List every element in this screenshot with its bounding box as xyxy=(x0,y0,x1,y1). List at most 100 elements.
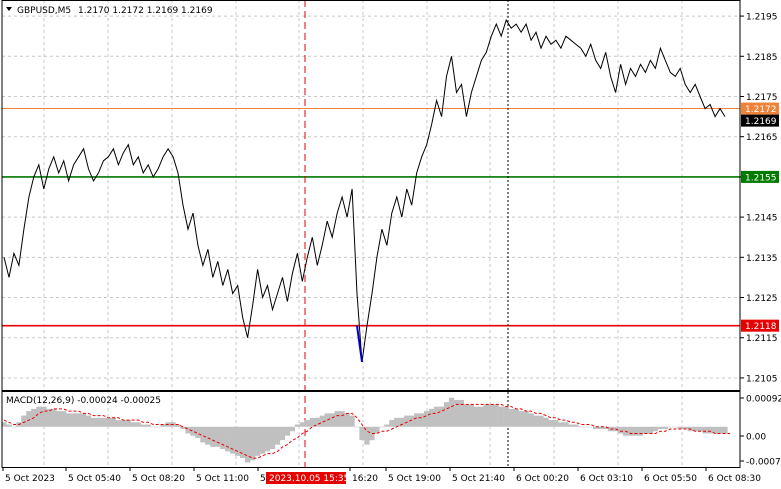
macd-bar-143 xyxy=(712,426,718,434)
macd-bar-42 xyxy=(210,426,216,447)
y-tick-label-2: 1.2175 xyxy=(746,93,778,103)
macd-bar-128 xyxy=(637,426,644,436)
chart-header: GBPUSD,M5 1.2170 1.2172 1.2169 1.2169 xyxy=(6,6,213,16)
macd-bar-135 xyxy=(672,426,678,428)
macd-bar-136 xyxy=(677,426,683,429)
macd-y-tick-label-1: 0.00 xyxy=(746,433,766,443)
macd-bar-15 xyxy=(75,413,82,427)
macd-bar-139 xyxy=(692,426,698,432)
y-tick-label-6: 1.2135 xyxy=(746,254,778,264)
macd-bar-7 xyxy=(36,406,42,427)
macd-bar-120 xyxy=(598,426,604,429)
macd-label: MACD(12,26,9) -0.00024 -0.00025 xyxy=(6,396,161,406)
macd-bar-41 xyxy=(205,426,211,445)
macd-bar-13 xyxy=(66,413,72,427)
macd-bar-93 xyxy=(463,404,470,427)
macd-bar-30 xyxy=(150,426,156,428)
macd-bar-67 xyxy=(334,411,340,427)
macd-bar-28 xyxy=(140,424,146,427)
macd-bar-134 xyxy=(667,426,673,428)
macd-bar-105 xyxy=(523,411,529,427)
macd-bar-145 xyxy=(722,426,728,434)
macd-bar-54 xyxy=(269,426,276,450)
macd-bar-87 xyxy=(433,406,440,427)
macd-bar-4 xyxy=(21,415,27,427)
macd-bar-56 xyxy=(279,426,286,441)
y-tick-label-5: 1.2145 xyxy=(746,214,778,224)
x-tick-label-5: 16:20 xyxy=(352,474,378,484)
macd-bar-32 xyxy=(160,424,166,427)
macd-bar-24 xyxy=(120,420,126,427)
macd-bar-22 xyxy=(110,417,117,427)
macd-bar-21 xyxy=(105,417,112,427)
y-tick-label-3: 1.2165 xyxy=(746,133,778,143)
macd-bar-79 xyxy=(394,417,400,427)
macd-bar-83 xyxy=(414,413,420,427)
level-tag-label-3: 1.2169 xyxy=(745,117,777,127)
macd-bar-71 xyxy=(354,426,360,428)
macd-bar-73 xyxy=(364,426,370,445)
macd-bar-61 xyxy=(304,420,310,427)
macd-bar-113 xyxy=(563,422,569,427)
macd-y-tick-label-0: 0.00092 xyxy=(746,395,781,405)
symbol-label: GBPUSD,M5 xyxy=(17,6,71,16)
price-panel-frame xyxy=(1,0,741,391)
price-line xyxy=(3,18,726,362)
macd-bar-0 xyxy=(1,422,7,427)
macd-bar-126 xyxy=(627,426,634,436)
macd-bar-97 xyxy=(483,404,489,427)
macd-bar-99 xyxy=(493,404,499,427)
macd-bar-27 xyxy=(135,422,141,427)
x-tick-label-8: 6 Oct 00:20 xyxy=(516,474,569,484)
crosshair xyxy=(304,0,509,467)
macd-bar-53 xyxy=(264,426,271,452)
macd-bar-40 xyxy=(200,426,206,443)
macd-indicator xyxy=(1,397,730,463)
macd-bar-5 xyxy=(26,411,32,427)
macd-bar-82 xyxy=(409,415,415,427)
macd-bar-49 xyxy=(245,426,251,463)
x-tick-label-7: 5 Oct 21:40 xyxy=(452,474,505,484)
macd-bar-26 xyxy=(130,422,136,427)
y-tick-label-7: 1.2125 xyxy=(746,294,778,304)
macd-bar-64 xyxy=(319,415,325,427)
macd-bar-25 xyxy=(125,420,131,427)
dropdown-triangle-icon[interactable] xyxy=(6,7,12,11)
x-tick-label-3: 5 Oct 11:00 xyxy=(196,474,249,484)
macd-bar-80 xyxy=(399,417,405,427)
macd-bar-51 xyxy=(254,426,261,456)
macd-panel-frame xyxy=(1,391,741,468)
macd-bar-43 xyxy=(215,426,221,447)
macd-bar-89 xyxy=(443,402,450,427)
macd-bar-60 xyxy=(299,422,305,427)
macd-bar-107 xyxy=(533,415,539,427)
macd-bar-63 xyxy=(314,417,320,427)
macd-bar-17 xyxy=(85,415,92,427)
x-tick-label-4: 5 xyxy=(260,474,266,484)
macd-bar-62 xyxy=(309,417,315,427)
macd-bar-100 xyxy=(498,406,504,427)
macd-bar-106 xyxy=(528,413,534,427)
macd-bar-16 xyxy=(80,413,87,427)
crosshair-time-label: 2023.10.05 15:35 xyxy=(269,474,349,484)
macd-bar-2 xyxy=(11,426,17,428)
macd-bar-50 xyxy=(249,426,256,461)
x-tick-label-9: 6 Oct 03:10 xyxy=(580,474,633,484)
macd-bar-75 xyxy=(374,426,380,434)
macd-bar-85 xyxy=(424,411,430,427)
macd-bar-103 xyxy=(513,408,519,427)
macd-bar-74 xyxy=(369,426,375,441)
ohlc-values: 1.2170 1.2172 1.2169 1.2169 xyxy=(78,6,213,16)
macd-bar-96 xyxy=(478,406,484,427)
macd-bar-52 xyxy=(259,426,266,454)
y-tick-label-0: 1.2195 xyxy=(746,13,778,23)
level-tag-label-1: 1.2118 xyxy=(745,322,777,332)
x-tick-label-0: 5 Oct 2023 xyxy=(5,474,55,484)
macd-bar-91 xyxy=(453,399,460,427)
macd-bar-48 xyxy=(240,426,246,459)
macd-bar-114 xyxy=(568,424,574,427)
macd-bar-111 xyxy=(553,420,559,427)
macd-bar-38 xyxy=(190,426,196,436)
macd-bar-81 xyxy=(404,415,410,427)
